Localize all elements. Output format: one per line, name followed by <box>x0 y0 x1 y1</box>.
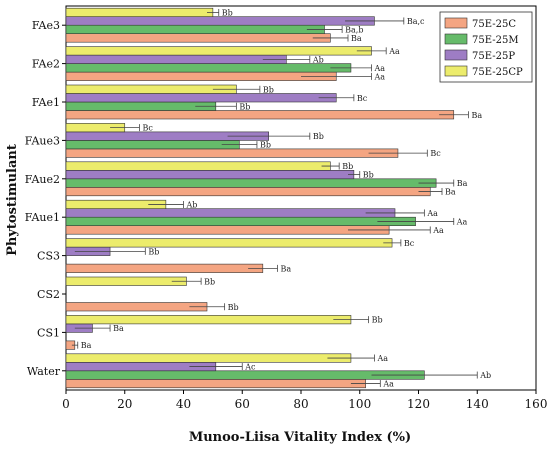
bar-annotation-FAue3-75E-25C: Bc <box>430 149 441 158</box>
bar-FAue1-75E-25P <box>65 208 396 218</box>
legend-label-75E-25P: 75E-25P <box>472 51 515 62</box>
bar-annotation-FAue3-75E-25P: Bb <box>313 132 324 141</box>
y-tick-label-FAe1: FAe1 <box>32 96 60 109</box>
x-tick-label-140: 140 <box>466 397 489 411</box>
legend-swatch-75E-25P <box>444 49 468 61</box>
bar-CS2-75E-25C <box>65 302 208 312</box>
y-tick-label-CS2: CS2 <box>37 288 60 301</box>
bar-CS2-75E-25CP <box>65 276 187 286</box>
x-axis-title: Munoo-Liisa Vitality Index (%) <box>189 430 411 445</box>
bar-annotation-CS1-75E-25P: Ba <box>113 324 124 333</box>
bar-annotation-CS3-75E-25C: Ba <box>281 264 292 273</box>
bars: AaAbAcAaBaBaBbBbBbBaBbBcAaAaAaAbBaBaBbBb… <box>65 7 491 389</box>
bar-FAe2-75E-25M <box>65 63 352 73</box>
y-tick-label-FAue2: FAue2 <box>25 173 60 186</box>
legend-swatch-75E-25M <box>444 33 468 45</box>
bar-annotation-FAue1-75E-25P: Aa <box>426 209 438 218</box>
bar-FAe1-75E-25CP <box>65 84 237 94</box>
bar-FAue2-75E-25CP <box>65 161 331 171</box>
y-tick-label-FAue3: FAue3 <box>25 134 60 147</box>
y-tick-label-CS1: CS1 <box>37 326 60 339</box>
bar-annotation-FAe1-75E-25CP: Bb <box>263 85 274 94</box>
y-tick-label-FAue1: FAue1 <box>25 211 60 224</box>
x-tick-label-40: 40 <box>176 397 191 411</box>
bar-annotation-Water-75E-25C: Aa <box>382 380 394 389</box>
x-tick-label-0: 0 <box>62 397 70 411</box>
bar-Water-75E-25CP <box>65 353 352 363</box>
bar-FAe3-75E-25P <box>65 16 375 26</box>
legend-label-75E-25C: 75E-25C <box>472 19 516 30</box>
bar-annotation-FAe3-75E-25C: Ba <box>351 34 362 43</box>
bar-FAe2-75E-25C <box>65 71 337 81</box>
bar-annotation-FAue2-75E-25P: Bb <box>363 171 374 180</box>
bar-annotation-FAe3-75E-25CP: Bb <box>222 8 233 17</box>
bar-FAue2-75E-25C <box>65 187 431 197</box>
bar-annotation-FAe1-75E-25C: Ba <box>471 111 482 120</box>
bar-FAe2-75E-25P <box>65 54 287 64</box>
legend-label-75E-25CP: 75E-25CP <box>472 67 523 78</box>
bar-FAe3-75E-25M <box>65 24 325 35</box>
y-axis-title: Phytostimulant <box>5 144 20 256</box>
bar-annotation-FAue1-75E-25CP: Ab <box>186 200 198 209</box>
bar-FAue3-75E-25C <box>65 148 399 158</box>
bar-annotation-FAue2-75E-25M: Ba <box>457 179 468 188</box>
bar-FAue2-75E-25P <box>65 170 355 180</box>
x-tick-label-20: 20 <box>117 397 132 411</box>
bar-annotation-CS3-75E-25P: Bb <box>148 247 159 256</box>
bar-FAue2-75E-25M <box>65 178 437 188</box>
y-tick-label-FAe2: FAe2 <box>32 58 60 71</box>
x-tick-label-120: 120 <box>407 397 430 411</box>
bar-annotation-Water-75E-25CP: Aa <box>376 354 388 363</box>
bar-CS1-75E-25CP <box>65 315 352 325</box>
bar-FAe1-75E-25M <box>65 101 217 111</box>
bar-annotation-Water-75E-25M: Ab <box>479 371 491 380</box>
bar-FAe1-75E-25C <box>65 110 455 120</box>
bar-annotation-Water-75E-25P: Ac <box>244 363 256 372</box>
y-tick-label-FAe3: FAe3 <box>32 19 60 32</box>
bar-annotation-FAe2-75E-25M: Aa <box>374 64 386 73</box>
bar-annotation-FAue3-75E-25M: Bb <box>260 141 271 150</box>
x-tick-label-80: 80 <box>293 397 308 411</box>
y-axis: Water CS1 CS2 CS3 FAue1 FAue2 FAue3 FAe1 FAe2 FAe… <box>25 19 66 378</box>
bar-annotation-CS1-75E-25C: Ba <box>81 341 92 350</box>
x-axis: 0 20 40 60 80 100 120 140 160 <box>62 390 547 411</box>
legend-label-75E-25M: 75E-25M <box>472 35 519 46</box>
bar-annotation-FAue3-75E-25CP: Bc <box>142 124 153 133</box>
bar-FAue3-75E-25M <box>65 140 240 150</box>
legend-swatch-75E-25C <box>444 17 468 29</box>
bar-FAue1-75E-25M <box>65 216 416 226</box>
bar-annotation-FAe3-75E-25P: Ba,c <box>407 17 425 26</box>
x-tick-label-100: 100 <box>348 397 371 411</box>
y-tick-label-CS3: CS3 <box>37 250 60 263</box>
bar-annotation-FAe2-75E-25P: Ab <box>312 55 324 64</box>
bar-annotation-FAue2-75E-25CP: Bb <box>342 162 353 171</box>
bar-annotation-FAue1-75E-25M: Aa <box>456 217 468 226</box>
bar-FAe3-75E-25C <box>65 33 331 43</box>
bar-annotation-CS1-75E-25CP: Bb <box>372 316 383 325</box>
legend-swatch-75E-25CP <box>444 65 468 77</box>
x-tick-label-60: 60 <box>235 397 250 411</box>
bar-annotation-FAue2-75E-25C: Ba <box>445 188 456 197</box>
bar-CS3-75E-25CP <box>65 238 393 248</box>
bar-annotation-FAue1-75E-25C: Aa <box>432 226 444 235</box>
bar-annotation-FAe1-75E-25P: Bc <box>357 94 368 103</box>
bar-FAe1-75E-25P <box>65 93 337 103</box>
bar-annotation-CS3-75E-25CP: Bc <box>404 239 415 248</box>
bar-CS3-75E-25C <box>65 263 264 273</box>
bar-annotation-FAe3-75E-25M: Ba,b <box>345 25 363 34</box>
y-tick-label-Water: Water <box>27 365 61 378</box>
bar-annotation-FAe1-75E-25M: Bb <box>239 102 250 111</box>
bar-Water-75E-25C <box>65 378 366 389</box>
bar-FAue1-75E-25C <box>65 225 390 235</box>
bar-annotation-CS2-75E-25CP: Bb <box>204 277 215 286</box>
x-tick-label-160: 160 <box>525 397 548 411</box>
legend: 75E-25C 75E-25M 75E-25P 75E-25CP <box>439 11 533 83</box>
bar-annotation-FAe2-75E-25C: Aa <box>374 72 386 81</box>
bar-FAe2-75E-25CP <box>65 46 372 56</box>
bar-FAe3-75E-25CP <box>65 7 214 17</box>
bar-annotation-FAe2-75E-25CP: Aa <box>388 47 400 56</box>
bar-annotation-CS2-75E-25C: Bb <box>228 303 239 312</box>
bar-Water-75E-25M <box>65 370 425 380</box>
